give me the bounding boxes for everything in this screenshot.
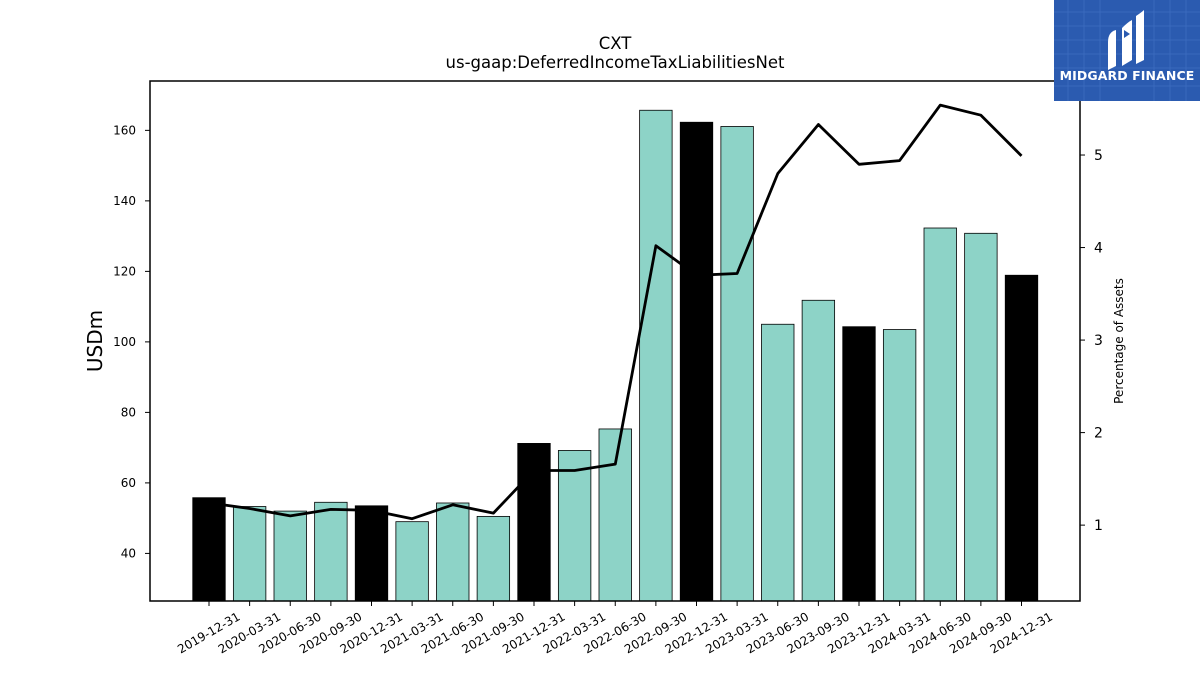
bars-group (192, 109, 1039, 602)
bar-2023-06-30 (761, 323, 795, 602)
bar-2021-03-31 (395, 521, 429, 602)
bar-2024-06-30 (923, 227, 957, 602)
bar-2020-06-30 (273, 510, 307, 602)
midgard-logo-icon (1108, 10, 1144, 70)
bar-2023-12-31 (842, 326, 876, 602)
bar-2023-03-31 (720, 126, 754, 602)
logo-text: MIDGARD FINANCE (1059, 68, 1195, 83)
bar-2020-12-31 (354, 505, 389, 602)
bar-2022-12-31 (679, 121, 714, 602)
y2-tick-label-3: 3 (1094, 333, 1103, 349)
y2-tick-label-1: 1 (1094, 518, 1103, 534)
bar-2020-03-31 (232, 506, 267, 602)
y-tick-label-80: 80 (121, 405, 136, 419)
y2-tick-label-2: 2 (1094, 426, 1103, 442)
brand-logo: MIDGARD FINANCE (1054, 0, 1200, 101)
chart-title: CXT (599, 34, 633, 53)
y-tick-label-140: 140 (113, 194, 136, 208)
line-group (208, 103, 1023, 521)
y-axis-label: USDm (83, 310, 107, 372)
bar-2021-12-31 (517, 443, 551, 602)
y2-tick-label-5: 5 (1094, 148, 1103, 164)
logo-grid-pattern (1054, 0, 1200, 101)
y2-axis-label: Percentage of Assets (1112, 278, 1126, 404)
bar-2024-03-31 (882, 329, 917, 602)
y-tick-label-60: 60 (121, 476, 136, 490)
bar-2023-09-30 (801, 299, 836, 602)
right-axis: 1 2 3 4 5 (1080, 148, 1103, 534)
bar-2020-09-30 (314, 501, 348, 602)
bar-2024-12-31 (1004, 274, 1039, 602)
bar-2019-12-31 (192, 497, 226, 602)
bar-2022-06-30 (598, 428, 632, 602)
y-tick-label-160: 160 (113, 123, 136, 137)
bar-2024-09-30 (964, 232, 998, 602)
y-tick-label-120: 120 (113, 264, 136, 278)
x-axis: 2019-12-312020-03-312020-06-302020-09-30… (175, 601, 1055, 656)
bar-2022-09-30 (639, 109, 673, 602)
bar-2021-06-30 (436, 502, 470, 602)
y2-tick-label-4: 4 (1094, 241, 1103, 257)
left-axis: 40 60 80 100 120 140 160 (113, 123, 150, 560)
percentage-line (208, 103, 1023, 521)
y-tick-label-100: 100 (113, 335, 136, 349)
bar-2021-09-30 (476, 515, 511, 602)
chart-subtitle: us-gaap:DeferredIncomeTaxLiabilitiesNet (446, 53, 785, 72)
y-tick-label-40: 40 (121, 546, 136, 560)
bar-2022-03-31 (557, 450, 592, 602)
